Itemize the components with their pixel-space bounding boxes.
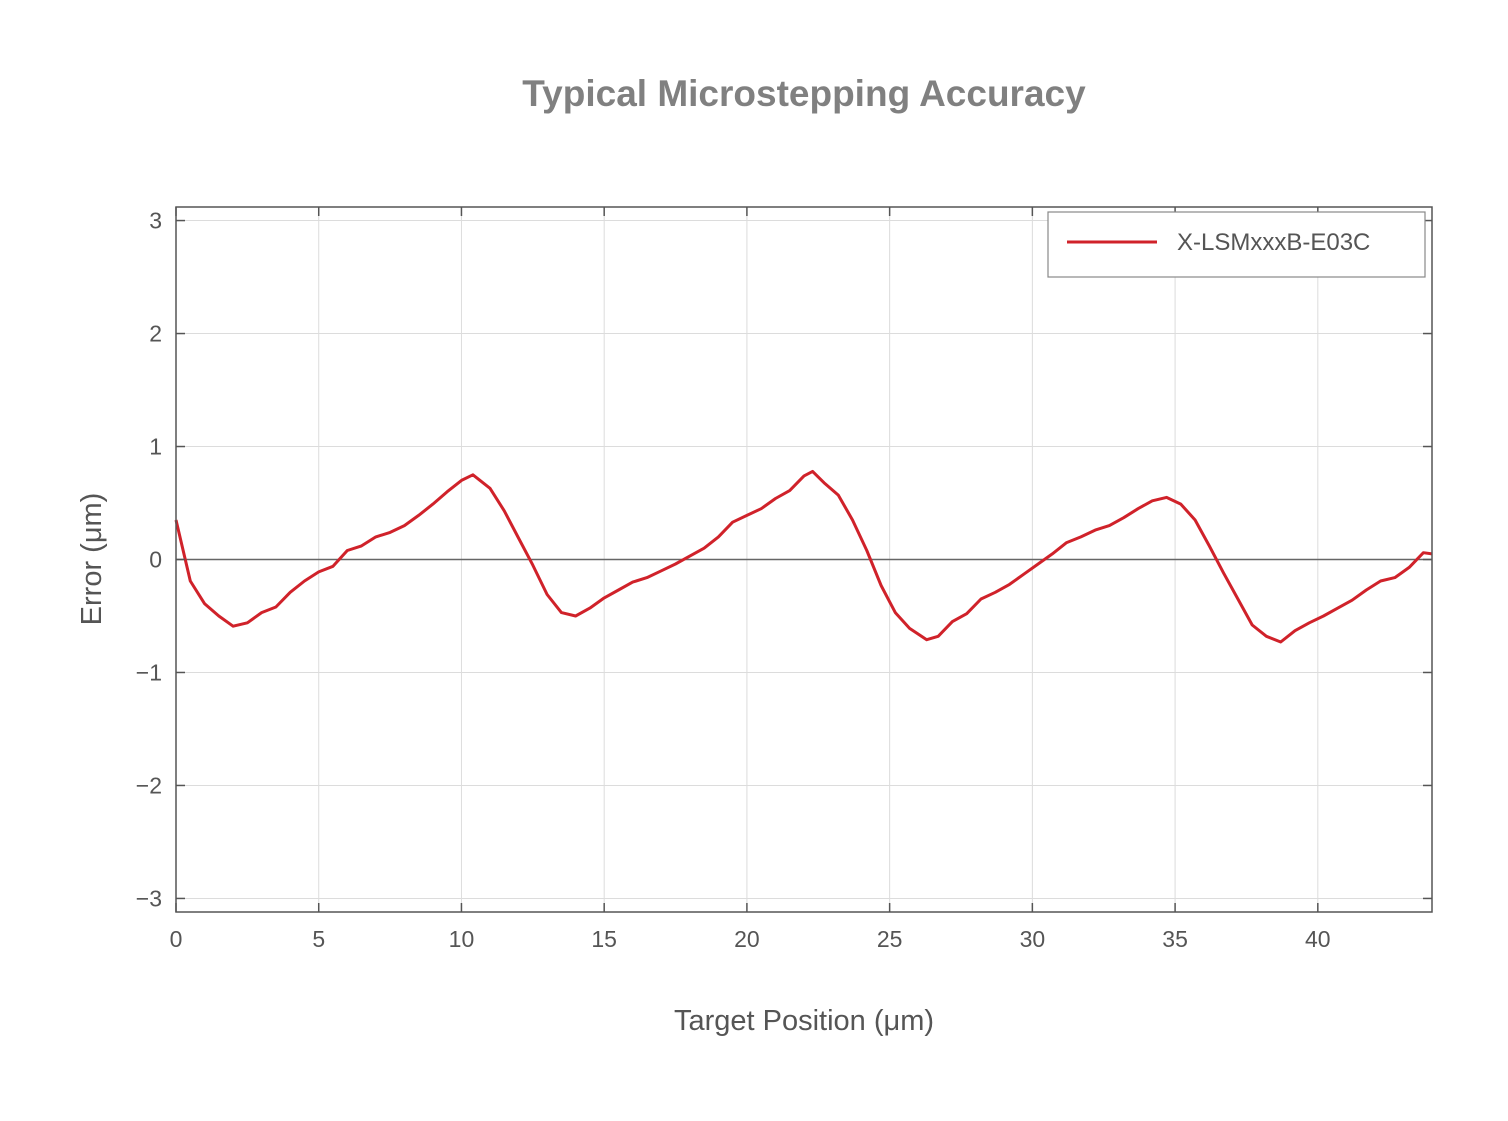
- y-tick-label: −1: [136, 659, 162, 685]
- y-axis-label: Error (μm): [76, 493, 108, 626]
- series-group: [174, 469, 1433, 644]
- x-tick-label: 25: [877, 926, 903, 952]
- legend: X-LSMxxxB-E03C: [1047, 211, 1426, 278]
- x-tick-label: 40: [1305, 926, 1331, 952]
- x-tick-label: 20: [734, 926, 760, 952]
- legend-box: [1047, 211, 1426, 278]
- y-tick-label: 3: [149, 208, 162, 234]
- y-tick-labels: −3 −2 −1 0 1 2 3: [136, 208, 162, 912]
- series-line: [174, 469, 1433, 644]
- ticks: [175, 207, 1432, 912]
- chart-title: Typical Microstepping Accuracy: [522, 73, 1086, 114]
- x-tick-labels: 0 5 10 15 20 25 30 35 40: [170, 926, 1331, 952]
- x-tick-label: 35: [1162, 926, 1188, 952]
- x-tick-label: 0: [170, 926, 183, 952]
- x-tick-label: 30: [1020, 926, 1046, 952]
- x-axis-label: Target Position (μm): [674, 1005, 934, 1037]
- y-tick-label: −3: [136, 885, 162, 911]
- legend-label: X-LSMxxxB-E03C: [1177, 229, 1370, 256]
- y-tick-label: −2: [136, 772, 162, 798]
- x-tick-label: 5: [312, 926, 325, 952]
- x-tick-label: 10: [449, 926, 475, 952]
- y-tick-label: 2: [149, 321, 162, 347]
- y-tick-label: 0: [149, 547, 162, 573]
- x-tick-label: 15: [591, 926, 617, 952]
- y-tick-label: 1: [149, 434, 162, 460]
